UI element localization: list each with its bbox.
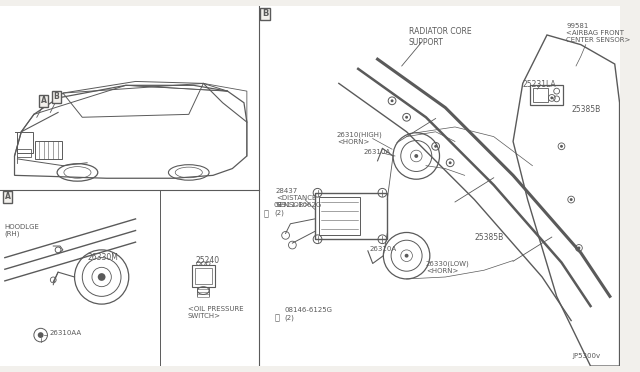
Circle shape <box>98 273 106 281</box>
Bar <box>35 141 62 159</box>
Text: RADIATOR CORE
SUPPORT: RADIATOR CORE SUPPORT <box>408 27 471 46</box>
Text: Ⓝ: Ⓝ <box>263 209 268 218</box>
Bar <box>259 6 620 366</box>
Circle shape <box>570 198 573 201</box>
Text: Ⓑ: Ⓑ <box>275 314 280 323</box>
Text: 26330(LOW)
<HORN>: 26330(LOW) <HORN> <box>426 260 470 274</box>
Text: 08911-1062G
(2): 08911-1062G (2) <box>274 202 322 216</box>
Circle shape <box>449 161 452 164</box>
Text: <OIL PRESSURE
SWITCH>: <OIL PRESSURE SWITCH> <box>188 306 243 319</box>
Circle shape <box>414 154 418 158</box>
Text: 25385B: 25385B <box>474 234 504 243</box>
Text: HOODLGE
(RH): HOODLGE (RH) <box>5 224 40 237</box>
Text: 26310(HIGH)
<HORN>: 26310(HIGH) <HORN> <box>337 132 383 145</box>
Text: 26310A: 26310A <box>370 246 397 252</box>
Circle shape <box>560 145 563 148</box>
Bar <box>533 88 548 102</box>
Circle shape <box>550 96 553 99</box>
Circle shape <box>390 99 394 102</box>
Bar <box>0 6 259 190</box>
Bar <box>17 149 31 157</box>
Text: JP5300v: JP5300v <box>572 353 600 359</box>
Circle shape <box>405 116 408 119</box>
Text: B: B <box>53 92 59 102</box>
Bar <box>195 268 212 284</box>
Bar <box>0 190 160 366</box>
Bar <box>160 190 259 366</box>
Bar <box>315 193 387 239</box>
Text: 26310AA: 26310AA <box>49 330 81 336</box>
Text: 08146-6125G
(2): 08146-6125G (2) <box>285 307 333 321</box>
Text: A: A <box>5 192 11 201</box>
Circle shape <box>577 247 580 249</box>
Text: 26330M: 26330M <box>87 253 118 262</box>
Text: B: B <box>262 9 268 18</box>
Circle shape <box>38 332 44 338</box>
Bar <box>192 265 215 287</box>
Text: 25385B: 25385B <box>571 105 600 114</box>
Text: 26310A: 26310A <box>363 149 390 155</box>
Text: 99581
<AIRBAG FRONT
CENTER SENSOR>: 99581 <AIRBAG FRONT CENTER SENSOR> <box>566 23 630 44</box>
Circle shape <box>434 145 437 148</box>
Text: 25231LA: 25231LA <box>523 80 556 89</box>
Text: 25240: 25240 <box>196 256 220 265</box>
Bar <box>17 132 33 153</box>
Circle shape <box>404 254 408 258</box>
Bar <box>529 85 563 105</box>
Text: 28437
<DISTANCE
SENSOR>: 28437 <DISTANCE SENSOR> <box>276 188 316 208</box>
Text: A: A <box>40 96 47 105</box>
Bar <box>319 197 360 235</box>
